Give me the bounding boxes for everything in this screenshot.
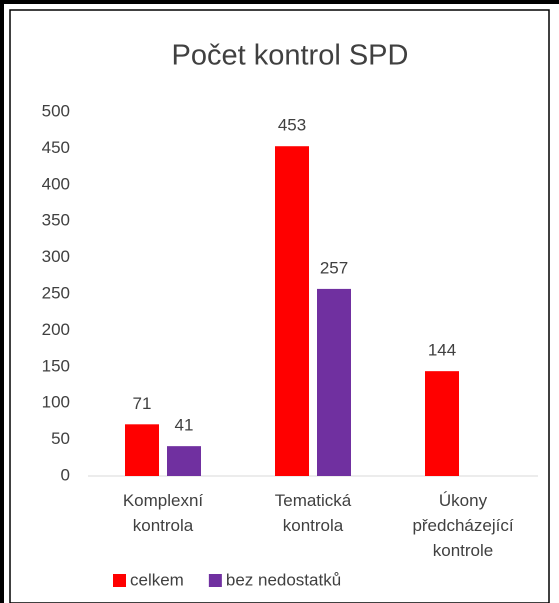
bar bbox=[425, 371, 459, 476]
bar bbox=[317, 288, 351, 476]
y-tick-label: 200 bbox=[42, 320, 70, 339]
chart-border bbox=[9, 9, 550, 603]
x-tick-label: Úkony předcházející kontrole bbox=[412, 491, 513, 560]
y-tick-label: 450 bbox=[42, 138, 70, 157]
y-tick-label: 0 bbox=[61, 465, 70, 484]
y-tick-label: 350 bbox=[42, 211, 70, 230]
data-label: 71 bbox=[133, 394, 152, 413]
x-tick-label: Tematická kontrola bbox=[275, 491, 352, 535]
y-tick-label: 100 bbox=[42, 393, 70, 412]
y-tick-label: 400 bbox=[42, 174, 70, 193]
chart-title: Počet kontrol SPD bbox=[172, 40, 409, 72]
legend-label: bez nedostatků bbox=[226, 570, 341, 589]
bar bbox=[125, 424, 159, 476]
y-tick-label: 300 bbox=[42, 247, 70, 266]
y-tick-label: 150 bbox=[42, 356, 70, 375]
legend-swatch bbox=[113, 574, 126, 587]
bar bbox=[167, 446, 201, 476]
legend-label: celkem bbox=[130, 570, 184, 589]
legend-swatch bbox=[208, 574, 222, 587]
y-tick-label: 250 bbox=[42, 283, 70, 302]
x-tick-label: Komplexní kontrola bbox=[123, 491, 204, 535]
data-label: 144 bbox=[428, 341, 456, 360]
data-label: 41 bbox=[175, 416, 194, 435]
data-label: 257 bbox=[320, 258, 348, 277]
y-tick-label: 500 bbox=[42, 101, 70, 120]
bar bbox=[275, 146, 309, 476]
y-tick-label: 50 bbox=[51, 429, 70, 448]
data-label: 453 bbox=[278, 116, 306, 135]
